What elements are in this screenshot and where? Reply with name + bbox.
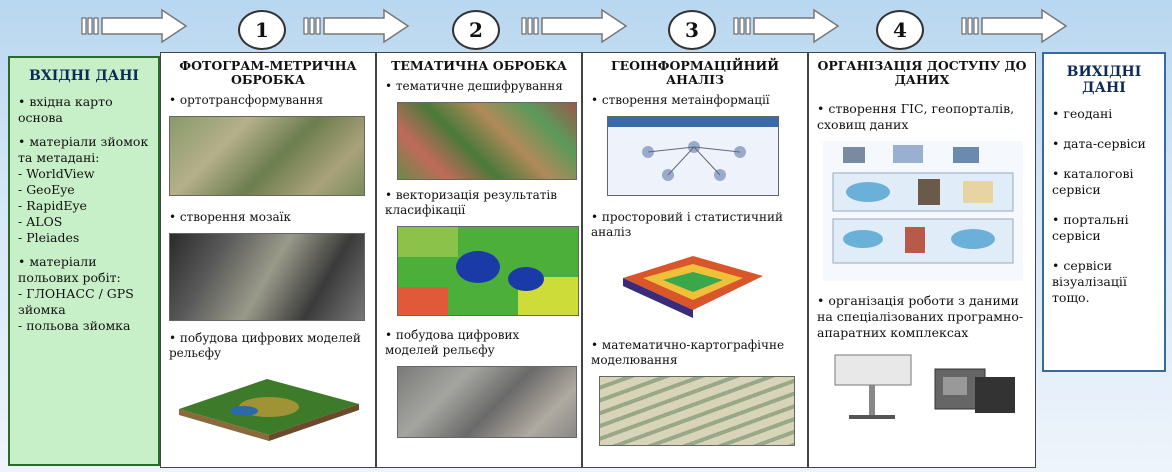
input-subitem: - ALOS <box>18 214 63 229</box>
flow-arrow-icon <box>733 8 840 44</box>
input-data-panel: ВХІДНІ ДАНІ • вхідна карто основа • мате… <box>8 56 160 466</box>
flow-arrow-icon <box>521 8 628 44</box>
step-3-item: • створення метаінформації <box>591 93 770 107</box>
urban-dem-image <box>397 366 577 438</box>
input-subitem: - GeoEye <box>18 182 75 197</box>
step-3-column: ГЕОІНФОРМАЦІЙНИЙ АНАЛІЗ • створення мета… <box>582 52 808 468</box>
input-subitem: - польова зйомка <box>18 318 131 333</box>
mosaic-screenshot-image <box>169 233 365 321</box>
step-2-item: • векторизація результатів класифікації <box>385 188 558 217</box>
metadata-screenshot-image <box>607 116 779 196</box>
cartographic-model-image <box>599 376 795 446</box>
input-item: • матеріали польових робіт: <box>18 254 121 285</box>
input-subitem: - ГЛОНАСС / GPS зйомка <box>18 286 134 317</box>
step-1-item: • ортотрансформування <box>169 93 324 107</box>
step-4-item: • організація роботи з даними на спеціал… <box>817 293 1024 340</box>
output-title: ВИХІДНІ ДАНІ <box>1066 64 1142 96</box>
input-subitem: - WorldView <box>18 166 95 181</box>
gis-architecture-diagram-image <box>823 141 1023 281</box>
input-item: • матеріали зйомок та метадані: <box>18 134 149 165</box>
output-data-panel: ВИХІДНІ ДАНІ • геодані • дата-сервіси • … <box>1042 52 1166 372</box>
step-1-item: • побудова цифрових моделей рельєфу <box>169 331 361 360</box>
step-1-column: ФОТОГРАМ-МЕТРИЧНА ОБРОБКА • ортотрансфор… <box>160 52 376 468</box>
step-4-title: ОРГАНІЗАЦІЯ ДОСТУПУ ДО ДАНИХ <box>817 58 1027 87</box>
step-4-column: ОРГАНІЗАЦІЯ ДОСТУПУ ДО ДАНИХ • створення… <box>808 52 1036 468</box>
step-2-title: ТЕМАТИЧНА ОБРОБКА <box>391 58 567 73</box>
step-2-column: ТЕМАТИЧНА ОБРОБКА • тематичне дешифруван… <box>376 52 582 468</box>
step-1-item: • створення мозаїк <box>169 210 291 224</box>
flow-arrow-icon <box>303 8 410 44</box>
output-item: • портальні сервіси <box>1052 212 1129 243</box>
step-number-2: 2 <box>452 10 500 50</box>
step-3-item: • просторовий і статистичний аналіз <box>591 210 783 239</box>
output-item: • геодані <box>1052 106 1113 121</box>
step-3-title: ГЕОІНФОРМАЦІЙНИЙ АНАЛІЗ <box>610 58 780 87</box>
terrain-model-image <box>179 379 359 441</box>
output-item: • каталогові сервіси <box>1052 166 1134 197</box>
input-subitem: - RapidEye <box>18 198 87 213</box>
input-subitem: - Pleiades <box>18 230 80 245</box>
step-number-3: 3 <box>668 10 716 50</box>
step-2-item: • тематичне дешифрування <box>385 79 563 93</box>
step-number-1: 1 <box>238 10 286 50</box>
classification-map-image <box>397 226 579 316</box>
flow-arrow-icon <box>81 8 188 44</box>
step-2-item: • побудова цифрових моделей рельєфу <box>385 328 520 357</box>
thematic-map-image <box>397 102 577 180</box>
output-item: • сервіси візуалізації тощо. <box>1052 258 1127 305</box>
input-title: ВХІДНІ ДАНІ <box>29 68 139 84</box>
step-1-title: ФОТОГРАМ-МЕТРИЧНА ОБРОБКА <box>179 58 357 87</box>
step-number-4: 4 <box>876 10 924 50</box>
spatial-analysis-image <box>613 248 773 324</box>
input-item: • вхідна карто основа <box>18 94 113 125</box>
step-4-item: • створення ГІС, геопорталів, сховищ дан… <box>817 101 1015 132</box>
output-item: • дата-сервіси <box>1052 136 1146 151</box>
hardware-complex-image <box>834 354 1015 419</box>
flow-arrow-icon <box>961 8 1068 44</box>
step-3-item: • математично-картографічне моделювання <box>591 338 785 367</box>
orthophoto-image <box>169 116 365 196</box>
